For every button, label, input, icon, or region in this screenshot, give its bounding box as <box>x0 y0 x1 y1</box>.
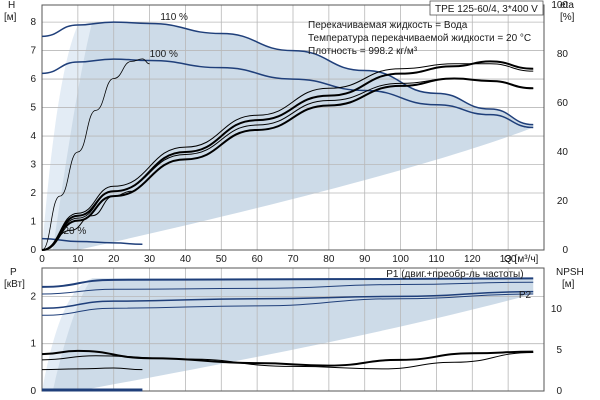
info-temperature: Температура перекачиваемой жидкости = 20… <box>308 33 531 44</box>
npsh-curve <box>41 367 143 371</box>
x-axis-label-flow: Q [м³/ч] <box>504 254 539 265</box>
power-curve <box>41 290 534 309</box>
x-tick-label: 80 <box>323 254 335 265</box>
top-x-tick-labels: 0 10 20 30 40 50 60 70 80 90 100 110 120 130 <box>39 254 517 265</box>
head-tick-label: 4 <box>30 131 36 142</box>
power-curves <box>41 277 534 392</box>
head-curve <box>41 21 534 126</box>
eta-tick-label: 40 <box>557 147 569 158</box>
head-tick-label: 5 <box>30 103 36 114</box>
power-curve <box>41 277 534 288</box>
head-tick-label: 6 <box>30 74 36 85</box>
head-tick-label: 3 <box>30 160 36 171</box>
x-tick-label: 50 <box>216 254 228 265</box>
efficiency-curve <box>41 60 534 251</box>
power-series-label: P1 (двиг.+преобр-ль частоты) <box>386 268 523 280</box>
head-tick-label: 2 <box>30 188 36 199</box>
info-fluid: Перекачиваемая жидкость = Вода <box>308 20 468 31</box>
head-curve-label: 20 % <box>64 226 87 237</box>
head-curve-label: 100 % <box>150 49 178 60</box>
x-tick-label: 90 <box>359 254 371 265</box>
x-tick-label: 30 <box>144 254 156 265</box>
y-left-axis-unit-head: [м] <box>4 12 17 23</box>
eta-tick-label: 0 <box>562 245 568 256</box>
eta-tick-label: 60 <box>557 98 569 109</box>
npsh-curves <box>41 349 534 371</box>
x-tick-label: 0 <box>39 254 45 265</box>
head-efficiency-panel: 0 10 20 30 40 50 60 70 80 90 100 110 120 130 01234567… <box>4 0 575 265</box>
top-y-left-tick-labels: 0 1 2 3 4 5 6 7 8 <box>30 17 36 256</box>
head-curve <box>41 237 143 246</box>
head-tick-label: 0 <box>30 245 36 256</box>
efficiency-curve <box>41 63 534 251</box>
efficiency-curve <box>41 77 534 251</box>
efficiency-curve <box>41 190 132 251</box>
bottom-y-right-tick-labels: 0 5 10 <box>551 304 563 397</box>
bottom-plot-frame <box>41 267 545 392</box>
head-curve-label: 110 % <box>160 12 188 23</box>
head-curve <box>41 58 534 129</box>
power-tick-label: 0 <box>30 386 36 397</box>
npsh-curve <box>41 351 534 370</box>
x-tick-label: 130 <box>500 254 517 265</box>
x-tick-label: 40 <box>180 254 192 265</box>
operating-area-bottom-light <box>42 278 93 391</box>
power-tick-label: 2 <box>30 291 36 302</box>
power-series-label: P2 <box>519 290 532 301</box>
top-plot-frame <box>41 4 545 251</box>
power-curve <box>41 281 534 295</box>
x-tick-label: 70 <box>287 254 299 265</box>
x-tick-label: 100 <box>392 254 409 265</box>
npsh-tick-label: 10 <box>551 304 563 315</box>
top-y-right-tick-labels: 0 20 40 60 80 100 <box>551 0 568 256</box>
pump-model: TPE 125-60/4, 3*400 V <box>435 4 538 15</box>
head-curve-labels: 110 % 100 % 20 % <box>64 12 189 237</box>
head-tick-label: 1 <box>30 217 36 228</box>
npsh-tick-label: 0 <box>556 386 562 397</box>
y-left-axis-label-power: P <box>10 267 17 278</box>
x-tick-label: 120 <box>464 254 481 265</box>
y-right-axis-unit-eta: [%] <box>560 12 575 23</box>
eta-tick-label: 100 <box>551 0 568 11</box>
head-tick-label: 8 <box>30 17 36 28</box>
y-right-axis-label-npsh: NPSH <box>556 267 584 278</box>
x-tick-label: 110 <box>428 254 444 265</box>
x-tick-label: 60 <box>252 254 264 265</box>
x-tick-label: 10 <box>72 254 84 265</box>
head-tick-label: 7 <box>30 46 36 57</box>
eta-tick-label: 80 <box>557 49 569 60</box>
eta-tick-label: 20 <box>557 196 569 207</box>
y-left-axis-label-head: H <box>8 0 15 11</box>
power-series-labels: P1 (двиг.+преобр-ль частоты) P2 <box>386 268 531 301</box>
y-left-axis-unit-power: [кВт] <box>4 279 25 290</box>
head-curves <box>41 21 534 246</box>
power-curve <box>41 293 534 316</box>
info-density: Плотность = 998.2 кг/м³ <box>308 46 418 57</box>
npsh-curve <box>41 349 534 367</box>
y-right-axis-label-eta: eta <box>560 0 574 11</box>
bottom-y-left-tick-labels: 0 1 2 <box>30 291 36 397</box>
model-box <box>429 0 544 16</box>
efficiency-curves <box>41 58 534 251</box>
y-right-axis-unit-npsh: [м] <box>562 279 575 290</box>
x-tick-label: 20 <box>108 254 120 265</box>
power-tick-label: 1 <box>30 339 36 350</box>
npsh-tick-label: 5 <box>556 345 562 356</box>
efficiency-curve <box>41 58 150 251</box>
